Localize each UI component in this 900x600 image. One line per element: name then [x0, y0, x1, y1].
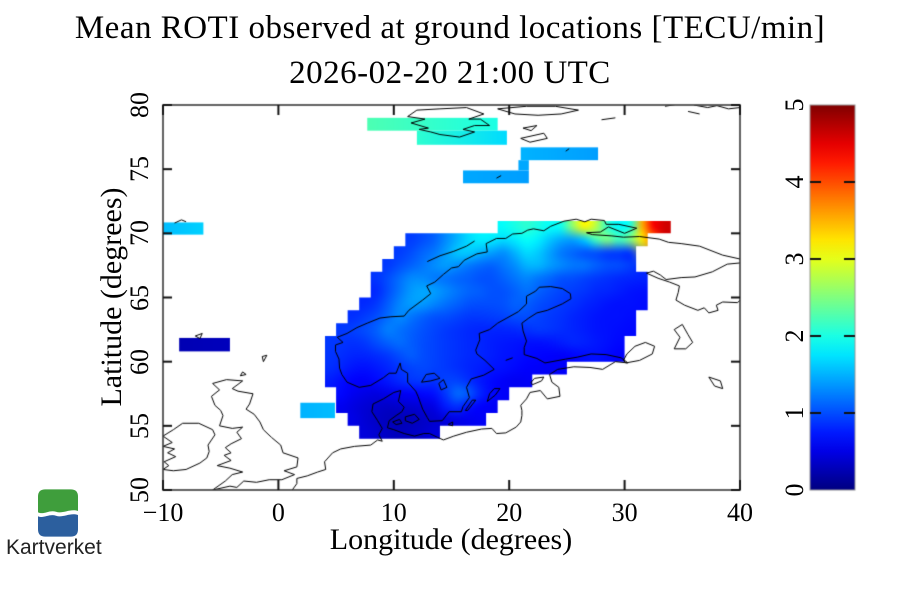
y-tick-label: 55	[125, 412, 154, 439]
kartverket-logo	[38, 489, 78, 542]
x-tick-label: 20	[496, 498, 523, 527]
y-tick-label: 65	[125, 284, 154, 311]
colorbar-tick-label: 4	[780, 175, 809, 189]
y-tick-label: 70	[125, 220, 154, 247]
colorbar-tick-label: 2	[780, 329, 809, 343]
x-tick-label: 30	[611, 498, 638, 527]
colorbar-tick-label: 0	[780, 483, 809, 497]
y-axis-label: Latitude (degrees)	[95, 187, 128, 407]
x-tick-label: 0	[271, 498, 285, 527]
y-tick-label: 75	[125, 156, 154, 183]
colorbar-tick-label: 3	[780, 252, 809, 266]
kartverket-logo-text: Kartverket	[6, 536, 102, 559]
x-axis-label: Longitude (degrees)	[329, 523, 573, 556]
colorbar-tick-label: 5	[780, 98, 809, 112]
x-tick-label: 40	[727, 498, 753, 527]
x-tick-label: −10	[142, 498, 184, 527]
logo-green-wave	[38, 489, 78, 514]
y-tick-label: 80	[125, 92, 154, 118]
x-tick-label: 10	[380, 498, 407, 527]
y-tick-label: 60	[125, 348, 154, 375]
y-tick-label: 50	[125, 477, 154, 503]
logo-blue-wave	[38, 514, 78, 537]
colorbar-tick-label: 1	[780, 406, 809, 420]
kartverket-logo-mark	[38, 489, 78, 537]
